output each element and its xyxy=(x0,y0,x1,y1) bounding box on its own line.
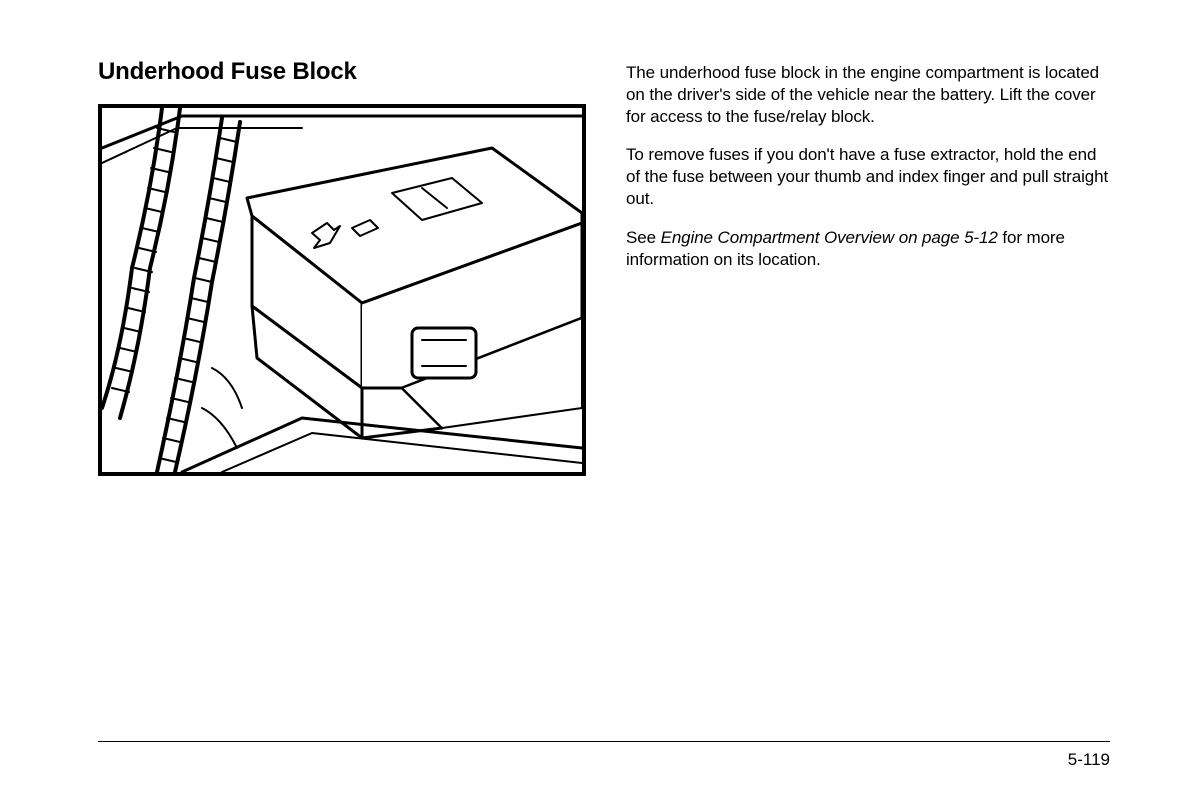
footer-rule xyxy=(98,741,1110,742)
content-area: Underhood Fuse Block xyxy=(98,58,1110,476)
paragraph-1: The underhood fuse block in the engine c… xyxy=(626,62,1110,128)
paragraph-3: See Engine Compartment Overview on page … xyxy=(626,227,1110,271)
p3-prefix: See xyxy=(626,228,661,247)
fuse-block-illustration xyxy=(98,104,586,476)
fuse-block-svg xyxy=(102,108,582,472)
p3-reference-italic: Engine Compartment Overview on page 5-12 xyxy=(661,228,998,247)
left-column: Underhood Fuse Block xyxy=(98,58,586,476)
page-number: 5-119 xyxy=(1068,750,1110,770)
section-heading: Underhood Fuse Block xyxy=(98,58,586,86)
paragraph-2: To remove fuses if you don't have a fuse… xyxy=(626,144,1110,210)
right-column: The underhood fuse block in the engine c… xyxy=(626,58,1110,476)
